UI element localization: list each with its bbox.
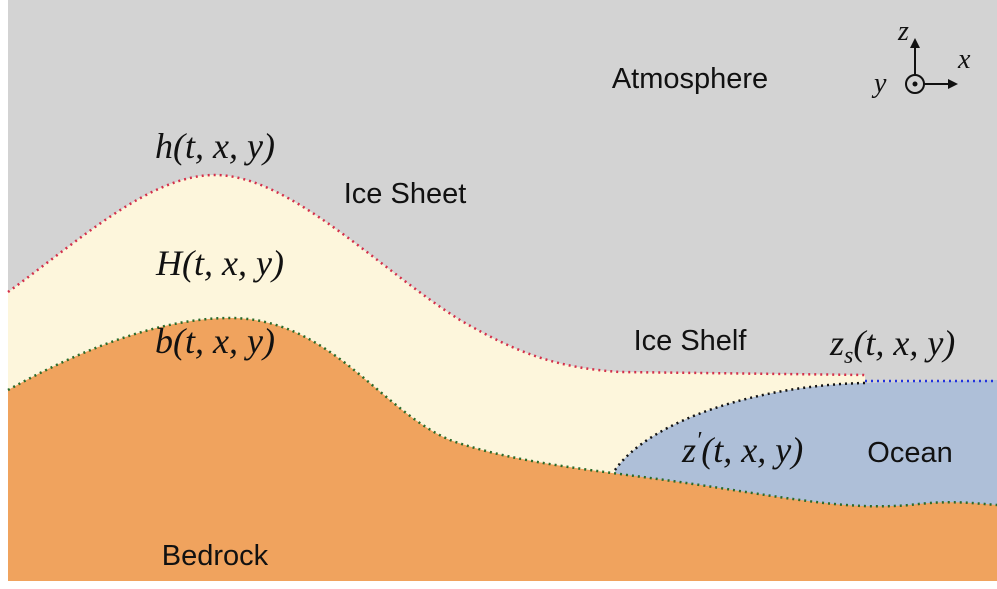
- label: Bedrock: [162, 540, 269, 572]
- math-label: zs(t, x, y): [829, 323, 955, 369]
- args: (t, x, y): [701, 430, 803, 470]
- arrow-head: [910, 38, 920, 48]
- arrow-head: [948, 79, 958, 89]
- math-label: h(t, x, y): [155, 126, 275, 166]
- symbol: b: [155, 321, 173, 361]
- label: Ice Sheet: [344, 178, 467, 210]
- axis-label: y: [871, 68, 887, 99]
- bedrock-area: [8, 318, 997, 581]
- args: (t, x, y): [173, 321, 275, 361]
- symbol: h: [155, 126, 173, 166]
- axis-label: x: [957, 44, 971, 75]
- args: (t, x, y): [182, 243, 284, 283]
- args: (t, x, y): [853, 323, 955, 363]
- label: Ice Shelf: [634, 325, 748, 357]
- axis-dot: [912, 81, 918, 87]
- label: Atmosphere: [612, 63, 768, 95]
- math-label: b(t, x, y): [155, 321, 275, 361]
- args: (t, x, y): [173, 126, 275, 166]
- symbol: z: [681, 430, 696, 470]
- superscript: ′: [696, 428, 702, 454]
- label: Ocean: [867, 437, 952, 469]
- math-label: z′(t, x, y): [681, 428, 803, 470]
- math-label: H(t, x, y): [155, 243, 284, 283]
- axis-label: z: [897, 16, 909, 47]
- subscript: s: [844, 343, 853, 369]
- symbol: H: [155, 243, 184, 283]
- axes-icon: z x y: [871, 16, 971, 99]
- ice-surface-line: [7, 173, 866, 377]
- symbol: z: [829, 323, 844, 363]
- shelf-base-line: [613, 381, 866, 471]
